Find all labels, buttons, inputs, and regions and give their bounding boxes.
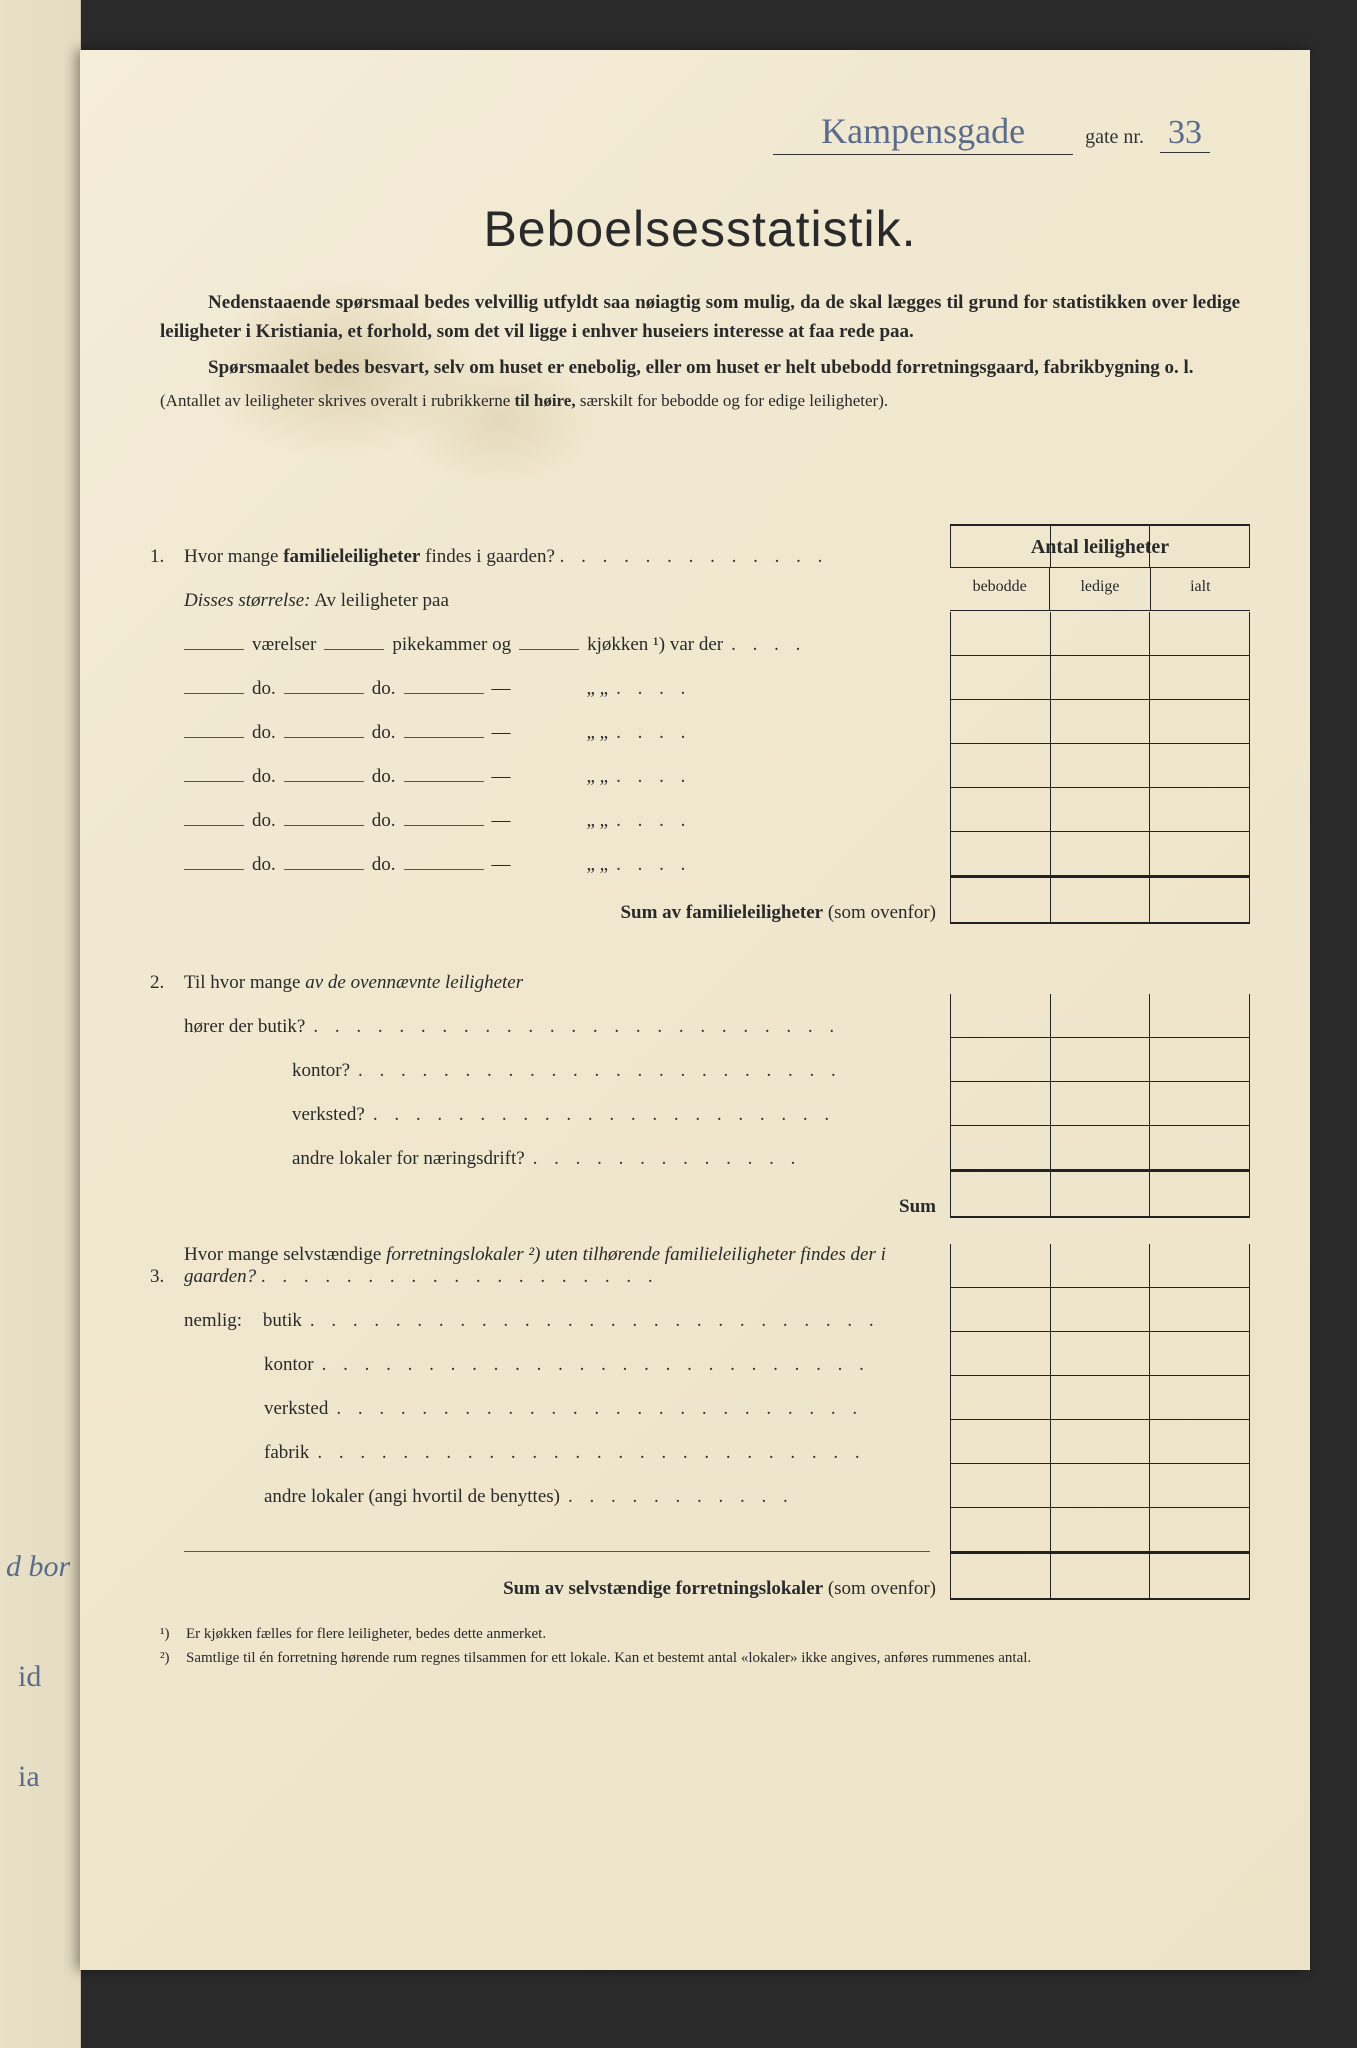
- document-page: Kampensgade gate nr. 33 Beboelsesstatist…: [80, 50, 1310, 1970]
- q1-do-row: do. do. — „ „ . . . .: [150, 788, 1250, 832]
- form-area: Antal leiligheter bebodde ledige ialt 1.…: [150, 524, 1250, 1600]
- q3-sum-row: Sum av selvstændige forretningslokaler (…: [150, 1552, 1250, 1600]
- intro-paragraph-1: Nedenstaaende spørsmaal bedes velvillig …: [160, 288, 1240, 347]
- edge-text-fragment: d bor: [6, 1550, 70, 1584]
- q1-do-row: do. do. — „ „ . . . .: [150, 700, 1250, 744]
- q3-andre-row: andre lokaler (angi hvortil de benyttes)…: [150, 1464, 1250, 1508]
- previous-page-edge: d bor id ia: [0, 0, 81, 2048]
- q2-verksted-row: verksted? . . . . . . . . . . . . . . . …: [150, 1082, 1250, 1126]
- columns-header-box: Antal leiligheter bebodde ledige ialt: [950, 524, 1250, 611]
- street-name-handwritten: Kampensgade: [773, 110, 1073, 155]
- q3-butik-row: nemlig: butik . . . . . . . . . . . . . …: [150, 1288, 1250, 1332]
- q2-main-row: 2. Til hvor mange av de ovennævnte leili…: [150, 950, 1250, 994]
- q1-do-row: do. do. — „ „ . . . .: [150, 832, 1250, 876]
- q3-blank-row: [150, 1508, 1250, 1552]
- page-content: Kampensgade gate nr. 33 Beboelsesstatist…: [150, 110, 1250, 1671]
- columns-subheader: bebodde ledige ialt: [950, 568, 1250, 610]
- gate-nr-handwritten: 33: [1160, 114, 1210, 153]
- footnote-1: ¹) Er kjøkken fælles for flere leilighet…: [160, 1624, 1240, 1646]
- q1-sum-row: Sum av familieleiligheter (som ovenfor): [150, 876, 1250, 924]
- q2-number: 2.: [150, 972, 184, 994]
- street-header: Kampensgade gate nr. 33: [150, 110, 1250, 160]
- intro-paragraph-3: (Antallet av leiligheter skrives overalt…: [160, 388, 1240, 414]
- q2-andre-row: andre lokaler for næringsdrift? . . . . …: [150, 1126, 1250, 1170]
- q3-verksted-row: verksted . . . . . . . . . . . . . . . .…: [150, 1376, 1250, 1420]
- q1-do-row: do. do. — „ „ . . . .: [150, 656, 1250, 700]
- col-ledige: ledige: [1050, 568, 1150, 610]
- edge-text-fragment: id: [18, 1660, 41, 1694]
- q3-number: 3.: [150, 1266, 184, 1288]
- footnotes: ¹) Er kjøkken fælles for flere leilighet…: [150, 1624, 1250, 1670]
- q1-size-row: værelser pikekammer og kjøkken ¹) var de…: [150, 612, 1250, 656]
- q2-butik-row: hører der butik? . . . . . . . . . . . .…: [150, 994, 1250, 1038]
- scan-container: d bor id ia Kampensgade gate nr. 33 Bebo…: [0, 0, 1357, 2048]
- q3-fabrik-row: fabrik . . . . . . . . . . . . . . . . .…: [150, 1420, 1250, 1464]
- q3-main-row: 3. Hvor mange selvstændige forretningslo…: [150, 1244, 1250, 1288]
- gate-nr-label: gate nr.: [1085, 126, 1144, 148]
- q2-kontor-row: kontor? . . . . . . . . . . . . . . . . …: [150, 1038, 1250, 1082]
- page-title: Beboelsesstatistik.: [150, 200, 1250, 258]
- q1-do-row: do. do. — „ „ . . . .: [150, 744, 1250, 788]
- edge-text-fragment: ia: [18, 1760, 40, 1794]
- columns-header: Antal leiligheter: [950, 526, 1250, 568]
- col-ialt: ialt: [1151, 568, 1250, 610]
- q2-sum-row: Sum: [150, 1170, 1250, 1218]
- question-1: 1. Hvor mange familieleiligheter findes …: [150, 524, 1250, 1600]
- footnote-2: ²) Samtlige til én forretning hørende ru…: [160, 1648, 1240, 1670]
- col-bebodde: bebodde: [950, 568, 1050, 610]
- q1-number: 1.: [150, 546, 184, 568]
- q3-kontor-row: kontor . . . . . . . . . . . . . . . . .…: [150, 1332, 1250, 1376]
- intro-paragraph-2: Spørsmaalet bedes besvart, selv om huset…: [160, 353, 1240, 382]
